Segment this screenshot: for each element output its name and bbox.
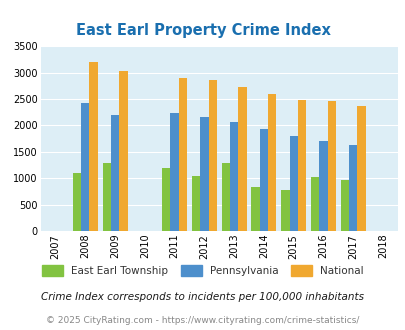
Legend: East Earl Township, Pennsylvania, National: East Earl Township, Pennsylvania, Nation… bbox=[38, 261, 367, 280]
Bar bbox=[327, 101, 335, 231]
Bar bbox=[221, 163, 229, 231]
Bar bbox=[208, 80, 216, 231]
Bar bbox=[81, 103, 89, 231]
Bar bbox=[340, 180, 348, 231]
Bar bbox=[178, 78, 187, 231]
Bar bbox=[72, 173, 81, 231]
Bar bbox=[170, 113, 178, 231]
Bar bbox=[89, 62, 98, 231]
Text: Crime Index corresponds to incidents per 100,000 inhabitants: Crime Index corresponds to incidents per… bbox=[41, 292, 364, 302]
Bar bbox=[162, 168, 170, 231]
Bar bbox=[111, 115, 119, 231]
Bar bbox=[318, 141, 327, 231]
Bar bbox=[289, 136, 297, 231]
Bar bbox=[348, 145, 356, 231]
Bar bbox=[267, 94, 276, 231]
Bar bbox=[200, 117, 208, 231]
Text: East Earl Property Crime Index: East Earl Property Crime Index bbox=[75, 23, 330, 38]
Bar bbox=[251, 187, 259, 231]
Bar bbox=[259, 129, 267, 231]
Bar bbox=[297, 100, 305, 231]
Bar bbox=[281, 190, 289, 231]
Bar bbox=[356, 106, 365, 231]
Bar bbox=[229, 122, 238, 231]
Bar bbox=[102, 163, 111, 231]
Bar bbox=[119, 71, 127, 231]
Bar bbox=[238, 87, 246, 231]
Bar bbox=[310, 177, 318, 231]
Bar bbox=[192, 176, 200, 231]
Text: © 2025 CityRating.com - https://www.cityrating.com/crime-statistics/: © 2025 CityRating.com - https://www.city… bbox=[46, 315, 359, 325]
